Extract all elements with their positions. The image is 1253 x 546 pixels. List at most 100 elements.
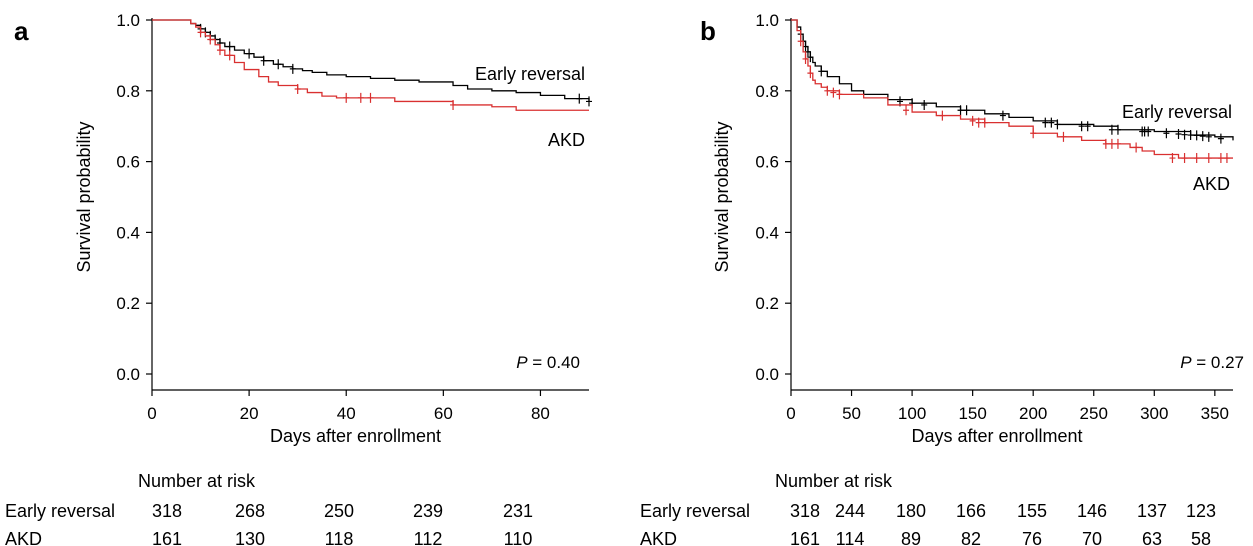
risk-cell: 114 [836,529,865,546]
censor-mark [260,55,267,66]
y-tick-label: 0.4 [116,223,140,242]
censor-mark [921,99,928,110]
panel-label: a [14,16,29,46]
x-tick-label: 0 [147,404,156,423]
risk-cell: 161 [152,529,182,546]
censor-mark [1054,119,1061,130]
x-tick-label: 40 [337,404,356,423]
censor-mark [807,52,814,63]
x-tick-label: 300 [1140,404,1168,423]
y-axis-title: Survival probability [74,121,94,272]
risk-cell: 110 [504,529,533,546]
risk-cell: 250 [324,501,354,521]
chart-panel-a: a 0.0 0.2 0.4 0.6 0.8 1.0 0 20 40 60 80 Days after e… [5,11,592,546]
censor-mark [830,87,837,98]
y-tick-label: 0.0 [755,365,779,384]
censor-mark [1114,138,1121,149]
censor-mark [1108,124,1115,135]
risk-cell: 318 [152,501,182,521]
censor-mark [1205,131,1212,142]
p-value-annotation: P = 0.27 [1180,353,1244,372]
censor-mark [1217,133,1224,144]
censor-mark [1193,130,1200,141]
censor-mark [576,93,583,104]
censor-mark [903,105,910,116]
x-axis-title: Days after enrollment [270,426,441,446]
y-tick-label: 0.6 [755,153,779,172]
x-tick-label: 350 [1201,404,1229,423]
risk-row-label: AKD [5,529,42,546]
censor-mark [586,96,592,107]
censor-mark [1108,138,1115,149]
risk-cell: 231 [503,501,533,521]
censor-mark [343,92,350,103]
y-tick-label: 0.8 [116,82,140,101]
risk-cell: 155 [1017,501,1047,521]
censor-mark [975,117,982,128]
censor-mark [294,84,301,95]
x-tick-label: 100 [898,404,926,423]
series-label: Early reversal [1122,102,1232,122]
censor-mark [1084,121,1091,132]
censor-mark [275,59,282,70]
censor-mark [1030,128,1037,139]
y-tick-label: 1.0 [755,11,779,30]
risk-cell: 63 [1142,529,1162,546]
risk-row-label: AKD [640,529,677,546]
censor-mark [357,92,364,103]
risk-cell: 58 [1191,529,1211,546]
x-tick-label: 60 [434,404,453,423]
y-axis-title: Survival probability [712,121,732,272]
risk-cell: 318 [790,501,820,521]
censor-mark [1169,153,1176,164]
y-tick-label: 0.8 [755,82,779,101]
risk-cell: 130 [235,529,265,546]
censor-mark [1060,131,1067,142]
x-axis-title: Days after enrollment [911,426,1082,446]
censor-mark [197,27,204,38]
censor-mark [1181,129,1188,140]
censor-mark [836,89,843,100]
x-tick-label: 250 [1080,404,1108,423]
censor-mark [289,63,296,74]
censor-mark [807,68,814,79]
censor-mark [1175,128,1182,139]
p-label: P [516,353,528,372]
series-line-early-reversal [152,19,590,102]
risk-cell: 70 [1082,529,1102,546]
risk-cell: 244 [835,501,865,521]
censor-mark [957,105,964,116]
censor-mark [963,105,970,116]
risk-cell: 166 [956,501,986,521]
censor-mark [1133,142,1140,153]
censor-mark [216,45,223,56]
series-label: Early reversal [475,64,585,84]
censor-mark [1048,117,1055,128]
risk-row-label: Early reversal [5,501,115,521]
censor-mark [207,34,214,45]
censor-mark [1187,130,1194,141]
x-tick-label: 80 [531,404,550,423]
censor-mark [367,92,374,103]
p-label: P [1180,353,1192,372]
censor-mark [246,48,253,59]
censor-mark [450,99,457,110]
risk-table-title: Number at risk [138,471,256,491]
risk-cell: 239 [413,501,443,521]
panel-label: b [700,16,716,46]
risk-cell: 123 [1186,501,1216,521]
censor-mark [981,117,988,128]
censor-mark [1078,121,1085,132]
x-tick-label: 150 [958,404,986,423]
chart-panel-b: b 0.0 0.2 0.4 0.6 0.8 1.0 0 50 100 150 200 250 300 350… [640,11,1244,546]
censor-mark [818,66,825,77]
censor-mark [1163,128,1170,139]
censor-mark [939,110,946,121]
risk-cell: 137 [1137,501,1167,521]
y-tick-label: 0.2 [116,294,140,313]
x-tick-label: 200 [1019,404,1047,423]
censor-mark [1205,153,1212,164]
censor-mark [797,36,804,47]
censor-mark [824,85,831,96]
